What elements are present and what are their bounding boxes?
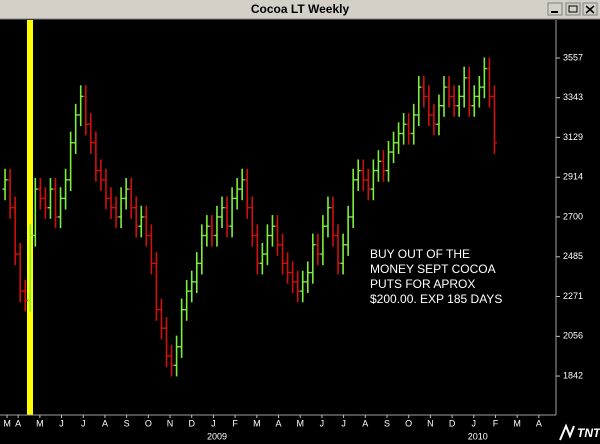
x-tick-label: M	[3, 418, 11, 428]
minimize-button[interactable]	[547, 2, 563, 16]
x-tick-label: A	[276, 418, 282, 428]
logo-icon	[559, 423, 575, 441]
logo: TNT	[558, 423, 600, 442]
x-tick-label: A	[362, 418, 368, 428]
x-tick-label: D	[188, 418, 195, 428]
x-tick-label: F	[493, 418, 499, 428]
x-tick-label: J	[211, 418, 216, 428]
y-tick-label: 3557	[563, 52, 583, 62]
x-tick-label: O	[405, 418, 412, 428]
y-tick-label: 2914	[563, 172, 583, 182]
y-tick-label: 2056	[563, 331, 583, 341]
annotation-line: BUY OUT OF THE	[370, 247, 470, 261]
title-bar	[0, 0, 600, 19]
x-tick-label: N	[167, 418, 174, 428]
window-buttons[interactable]	[547, 2, 598, 16]
x-tick-label: S	[124, 418, 130, 428]
year-label: 2009	[207, 431, 227, 441]
x-tick-label: O	[145, 418, 152, 428]
x-tick-label: A	[536, 418, 542, 428]
x-tick-label: F	[232, 418, 238, 428]
x-tick-label: M	[296, 418, 304, 428]
x-tick-label: J	[341, 418, 346, 428]
x-tick-label: M	[36, 418, 44, 428]
x-tick-label: M	[253, 418, 261, 428]
annotation-line: $200.00. EXP 185 DAYS	[370, 292, 502, 306]
year-label: 2010	[468, 431, 488, 441]
x-tick-label: S	[384, 418, 390, 428]
maximize-icon	[568, 5, 578, 13]
cursor-line	[27, 20, 33, 415]
annotation-line: MONEY SEPT COCOA	[370, 262, 496, 276]
y-tick-label: 1842	[563, 370, 583, 380]
x-tick-label: N	[427, 418, 434, 428]
maximize-button[interactable]	[565, 2, 581, 16]
y-tick-label: 2271	[563, 291, 583, 301]
y-tick-label: 3129	[563, 132, 583, 142]
x-tick-label: J	[81, 418, 86, 428]
annotation-line: PUTS FOR APROX	[370, 277, 475, 291]
x-tick-label: A	[102, 418, 108, 428]
close-icon	[585, 5, 595, 14]
y-tick-label: 3343	[563, 92, 583, 102]
y-tick-label: 2485	[563, 251, 583, 261]
x-tick-label: J	[59, 418, 64, 428]
x-tick-label: D	[449, 418, 456, 428]
x-tick-label: J	[320, 418, 325, 428]
x-tick-label: M	[513, 418, 521, 428]
x-tick-label: A	[15, 418, 21, 428]
y-tick-label: 2700	[563, 211, 583, 221]
window-title: Cocoa LT Weekly	[251, 2, 350, 16]
x-tick-label: J	[472, 418, 477, 428]
logo-text: TNT	[577, 426, 600, 440]
